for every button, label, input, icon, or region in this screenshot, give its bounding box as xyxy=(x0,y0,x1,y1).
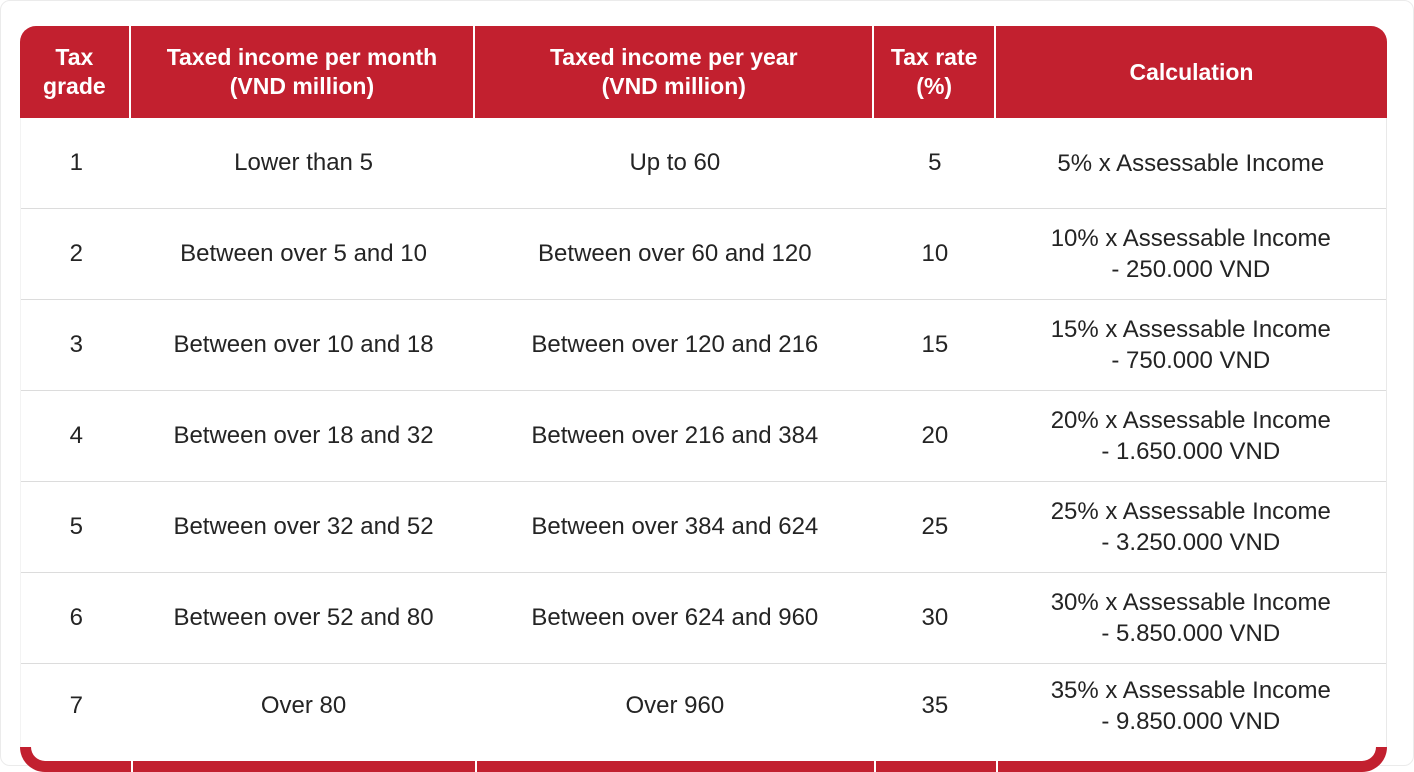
calc-line: 15% x Assessable Income xyxy=(1050,316,1331,343)
calc-line: 35% x Assessable Income xyxy=(1050,676,1331,704)
header-cell-tax-grade: Tax grade xyxy=(20,26,131,118)
bottom-bar-divider-tick xyxy=(475,761,478,772)
table-row: 7 Over 80 Over 960 35 35% x Assessable I… xyxy=(21,663,1386,747)
table-bottom-border xyxy=(20,747,1387,772)
cell-tax-grade: 7 xyxy=(69,691,83,719)
cell-calculation: 15% x Assessable Income - 750.000 VND xyxy=(996,314,1386,376)
cell-tax-rate: 35 xyxy=(921,691,949,719)
cell-tax-rate: 10 xyxy=(921,240,949,267)
cell-monthly-income: Lower than 5 xyxy=(234,149,373,176)
header-line: grade xyxy=(43,73,106,99)
calc-line: - 9.850.000 VND xyxy=(1101,707,1281,735)
bottom-bar-divider-tick xyxy=(130,761,133,772)
table-row: 3 Between over 10 and 18 Between over 12… xyxy=(21,299,1386,390)
cell-yearly-income: Between over 60 and 120 xyxy=(538,240,812,267)
table-row: 4 Between over 18 and 32 Between over 21… xyxy=(21,390,1386,481)
calc-line: - 5.850.000 VND xyxy=(1101,620,1281,647)
cell-yearly-income: Between over 216 and 384 xyxy=(531,422,819,449)
header-line: Tax rate xyxy=(890,44,978,70)
cell-tax-grade: 1 xyxy=(69,149,83,176)
cell-tax-rate: 5 xyxy=(928,149,942,176)
calc-line: - 3.250.000 VND xyxy=(1101,529,1281,556)
cell-tax-grade: 5 xyxy=(69,513,83,540)
cell-monthly-income: Between over 52 and 80 xyxy=(173,604,434,631)
bottom-bar-divider-tick xyxy=(996,761,999,772)
header-line: (VND million) xyxy=(229,73,375,99)
cell-tax-grade: 4 xyxy=(69,422,83,449)
cell-yearly-income: Over 960 xyxy=(625,691,725,719)
table-header-row: Tax grade Taxed income per month (VND mi… xyxy=(20,26,1387,118)
header-line: Taxed income per month xyxy=(166,44,438,70)
cell-tax-rate: 25 xyxy=(921,513,949,540)
header-line: (VND million) xyxy=(601,73,746,99)
table-row: 6 Between over 52 and 80 Between over 62… xyxy=(21,572,1386,663)
header-line: Taxed income per year xyxy=(549,44,798,70)
calc-line: 30% x Assessable Income xyxy=(1050,589,1331,616)
cell-yearly-income: Between over 624 and 960 xyxy=(531,604,819,631)
header-line: Calculation xyxy=(1129,58,1254,85)
cell-tax-rate: 20 xyxy=(921,422,949,449)
header-line: (%) xyxy=(916,73,953,99)
cell-yearly-income: Up to 60 xyxy=(629,149,721,176)
cell-tax-rate: 15 xyxy=(921,331,949,358)
cell-yearly-income: Between over 384 and 624 xyxy=(531,513,819,540)
cell-calculation: 25% x Assessable Income - 3.250.000 VND xyxy=(996,496,1386,558)
calc-line: - 250.000 VND xyxy=(1111,256,1271,283)
calc-line: - 750.000 VND xyxy=(1111,347,1271,374)
header-cell-yearly-income: Taxed income per year (VND million) xyxy=(475,26,875,118)
table-row: 1 Lower than 5 Up to 60 5 5% x Assessabl… xyxy=(21,118,1386,208)
bottom-red-bar xyxy=(20,747,1387,772)
calc-line: 20% x Assessable Income xyxy=(1050,407,1331,434)
cell-tax-rate: 30 xyxy=(921,604,949,631)
calc-line: 5% x Assessable Income xyxy=(1057,149,1325,177)
table-body: 1 Lower than 5 Up to 60 5 5% x Assessabl… xyxy=(20,118,1387,747)
cell-calculation: 10% x Assessable Income - 250.000 VND xyxy=(996,223,1386,285)
cell-monthly-income: Over 80 xyxy=(260,691,347,719)
cell-monthly-income: Between over 5 and 10 xyxy=(180,240,427,267)
cell-calculation: 35% x Assessable Income - 9.850.000 VND xyxy=(996,675,1386,737)
cell-tax-grade: 2 xyxy=(69,240,83,267)
cell-tax-grade: 6 xyxy=(69,604,83,631)
table-row: 5 Between over 32 and 52 Between over 38… xyxy=(21,481,1386,572)
bottom-bar-divider-tick xyxy=(874,761,877,772)
header-cell-calculation: Calculation xyxy=(996,26,1387,118)
calc-line: 25% x Assessable Income xyxy=(1050,498,1331,525)
cell-tax-grade: 3 xyxy=(69,331,83,358)
calc-line: - 1.650.000 VND xyxy=(1101,438,1281,465)
header-line: Tax xyxy=(55,44,94,70)
cell-monthly-income: Between over 10 and 18 xyxy=(173,331,434,358)
calc-line: 10% x Assessable Income xyxy=(1050,225,1331,252)
header-cell-monthly-income: Taxed income per month (VND million) xyxy=(131,26,476,118)
cell-calculation: 30% x Assessable Income - 5.850.000 VND xyxy=(996,587,1386,649)
table-row: 2 Between over 5 and 10 Between over 60 … xyxy=(21,208,1386,299)
cell-monthly-income: Between over 32 and 52 xyxy=(173,513,434,540)
cell-calculation: 20% x Assessable Income - 1.650.000 VND xyxy=(996,405,1386,467)
cell-monthly-income: Between over 18 and 32 xyxy=(173,422,434,449)
tax-table: Tax grade Taxed income per month (VND mi… xyxy=(20,26,1387,772)
cell-yearly-income: Between over 120 and 216 xyxy=(531,331,819,358)
cell-calculation: 5% x Assessable Income xyxy=(996,148,1386,179)
header-cell-tax-rate: Tax rate (%) xyxy=(874,26,996,118)
